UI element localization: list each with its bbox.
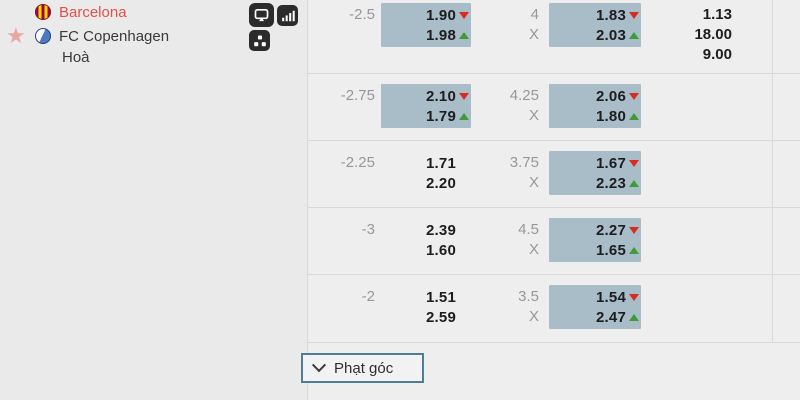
odds-under: 1.60 xyxy=(426,241,456,259)
odds-under: 1.80 xyxy=(596,107,626,125)
trend-arrow-icon xyxy=(626,240,641,260)
match-odds-away[interactable]: 18.00 xyxy=(694,26,732,43)
trend-arrow-icon xyxy=(626,25,641,45)
trend-arrow-icon xyxy=(456,220,471,240)
odds-row: -2 1.51 2.59 3.5 X 1.54 2.47 xyxy=(308,275,800,343)
total-line-column: 4 X xyxy=(471,3,549,73)
trend-arrow-icon xyxy=(456,240,471,260)
odds-over: 1.51 xyxy=(426,288,456,306)
trend-arrow-icon xyxy=(626,220,641,240)
home-team-logo-icon xyxy=(35,4,51,20)
signal-bars-icon[interactable] xyxy=(277,5,298,26)
handicap-odds-cell[interactable]: 1.71 2.20 xyxy=(381,151,471,195)
total-line-column: 3.5 X xyxy=(471,285,549,342)
corners-expand-button[interactable]: Phạt góc xyxy=(301,353,424,383)
total-x-label: X xyxy=(528,26,539,43)
trend-arrow-icon xyxy=(456,307,471,327)
total-line-column: 3.75 X xyxy=(471,151,549,207)
favorite-star-icon[interactable]: ★ xyxy=(6,23,26,48)
handicap-value: -2 xyxy=(361,288,375,305)
odds-over: 1.54 xyxy=(596,288,626,306)
tv-monitor-icon[interactable] xyxy=(249,3,274,27)
odds-under: 1.79 xyxy=(426,107,456,125)
odds-over: 2.06 xyxy=(596,87,626,105)
total-line-column: 4.5 X xyxy=(471,218,549,274)
odds-over: 2.39 xyxy=(426,221,456,239)
handicap-odds-cell[interactable]: 1.90 1.98 xyxy=(381,3,471,47)
handicap-value: -2.25 xyxy=(340,154,375,171)
column-divider xyxy=(772,0,773,343)
handicap-value: -3 xyxy=(361,221,375,238)
odds-over: 1.67 xyxy=(596,154,626,172)
odds-table: -2.5 1.90 1.98 4 X 1.83 2.03 1.13 18.00 … xyxy=(307,0,800,400)
away-team-name: FC Copenhagen xyxy=(59,27,170,45)
total-line-value: 3.75 xyxy=(509,154,539,171)
draw-label: Hoà xyxy=(62,49,90,66)
away-team-logo-icon xyxy=(35,28,51,44)
odds-over: 1.83 xyxy=(596,6,626,24)
trend-arrow-icon xyxy=(626,5,641,25)
total-line-column: 4.25 X xyxy=(471,84,549,140)
trend-arrow-icon xyxy=(456,86,471,106)
total-line-value: 4.25 xyxy=(509,87,539,104)
odds-under: 2.20 xyxy=(426,174,456,192)
total-odds-cell[interactable]: 1.67 2.23 xyxy=(549,151,641,195)
trend-arrow-icon xyxy=(626,173,641,193)
total-line-value: 4.5 xyxy=(518,221,539,238)
odds-row: -2.5 1.90 1.98 4 X 1.83 2.03 1.13 18.00 … xyxy=(308,0,800,74)
odds-over: 2.27 xyxy=(596,221,626,239)
total-x-label: X xyxy=(528,107,539,124)
away-team-row: FC Copenhagen xyxy=(35,27,169,45)
odds-over: 1.71 xyxy=(426,154,456,172)
total-odds-cell[interactable]: 2.06 1.80 xyxy=(549,84,641,128)
odds-row: -3 2.39 1.60 4.5 X 2.27 1.65 xyxy=(308,208,800,275)
trend-arrow-icon xyxy=(456,287,471,307)
chevron-down-icon xyxy=(311,358,327,373)
handicap-odds-cell[interactable]: 2.39 1.60 xyxy=(381,218,471,262)
odds-over: 2.10 xyxy=(426,87,456,105)
handicap-odds-cell[interactable]: 1.51 2.59 xyxy=(381,285,471,329)
total-line-value: 4 xyxy=(530,6,539,23)
trend-arrow-icon xyxy=(456,173,471,193)
match-odds-column[interactable]: 1.13 18.00 9.00 xyxy=(641,3,732,73)
total-x-label: X xyxy=(528,241,539,258)
trend-arrow-icon xyxy=(626,106,641,126)
odds-under: 1.65 xyxy=(596,241,626,259)
home-team-name: Barcelona xyxy=(59,3,127,21)
lineup-icon[interactable] xyxy=(249,30,270,51)
odds-under: 1.98 xyxy=(426,26,456,44)
odds-under: 2.59 xyxy=(426,308,456,326)
home-team-row: Barcelona xyxy=(35,3,127,21)
match-info-panel: ★ Barcelona FC Copenhagen Hoà xyxy=(0,0,307,400)
trend-arrow-icon xyxy=(456,153,471,173)
handicap-value: -2.5 xyxy=(349,6,375,23)
total-x-label: X xyxy=(528,308,539,325)
trend-arrow-icon xyxy=(456,106,471,126)
trend-arrow-icon xyxy=(626,307,641,327)
corners-button-label: Phạt góc xyxy=(334,359,394,377)
odds-under: 2.47 xyxy=(596,308,626,326)
total-odds-cell[interactable]: 1.54 2.47 xyxy=(549,285,641,329)
trend-arrow-icon xyxy=(626,153,641,173)
match-odds-home[interactable]: 1.13 xyxy=(702,6,732,23)
trend-arrow-icon xyxy=(456,25,471,45)
odds-row: -2.25 1.71 2.20 3.75 X 1.67 2.23 xyxy=(308,141,800,208)
total-x-label: X xyxy=(528,174,539,191)
trend-arrow-icon xyxy=(456,5,471,25)
trend-arrow-icon xyxy=(626,86,641,106)
match-odds-draw[interactable]: 9.00 xyxy=(702,46,732,63)
trend-arrow-icon xyxy=(626,287,641,307)
odds-under: 2.03 xyxy=(596,26,626,44)
odds-row: -2.75 2.10 1.79 4.25 X 2.06 1.80 xyxy=(308,74,800,141)
total-line-value: 3.5 xyxy=(518,288,539,305)
handicap-odds-cell[interactable]: 2.10 1.79 xyxy=(381,84,471,128)
odds-over: 1.90 xyxy=(426,6,456,24)
total-odds-cell[interactable]: 1.83 2.03 xyxy=(549,3,641,47)
odds-under: 2.23 xyxy=(596,174,626,192)
handicap-value: -2.75 xyxy=(340,87,375,104)
total-odds-cell[interactable]: 2.27 1.65 xyxy=(549,218,641,262)
